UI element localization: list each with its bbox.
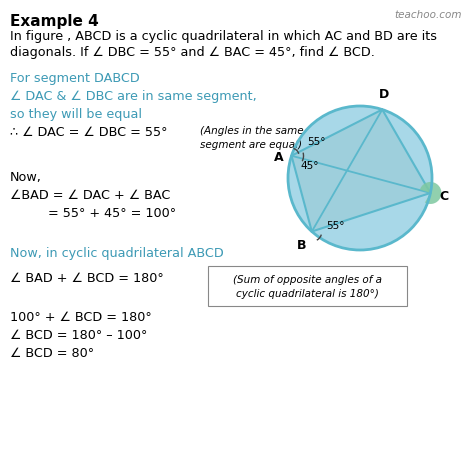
Text: ∠ BCD = 80°: ∠ BCD = 80° (10, 347, 94, 360)
Circle shape (288, 106, 432, 250)
Text: C: C (439, 191, 448, 203)
Text: Now, in cyclic quadrilateral ABCD: Now, in cyclic quadrilateral ABCD (10, 246, 224, 260)
Text: so they will be equal: so they will be equal (10, 108, 142, 121)
Text: ∠ DAC & ∠ DBC are in same segment,: ∠ DAC & ∠ DBC are in same segment, (10, 90, 257, 103)
Text: For segment DABCD: For segment DABCD (10, 72, 140, 85)
Text: 55°: 55° (326, 220, 344, 230)
Wedge shape (420, 182, 441, 204)
Text: 55°: 55° (308, 137, 326, 147)
Text: ∠BAD = ∠ DAC + ∠ BAC: ∠BAD = ∠ DAC + ∠ BAC (10, 189, 170, 202)
Text: D: D (379, 88, 389, 100)
Text: ∠ BCD = 180° – 100°: ∠ BCD = 180° – 100° (10, 329, 147, 342)
Text: (Angles in the same
segment are equal): (Angles in the same segment are equal) (200, 126, 304, 150)
Text: A: A (274, 151, 283, 164)
Text: 100° + ∠ BCD = 180°: 100° + ∠ BCD = 180° (10, 311, 152, 324)
Text: B: B (297, 238, 307, 252)
Text: In figure , ABCD is a cyclic quadrilateral in which AC and BD are its: In figure , ABCD is a cyclic quadrilater… (10, 30, 437, 43)
Text: Now,: Now, (10, 171, 42, 184)
Text: 45°: 45° (301, 161, 319, 171)
Text: diagonals. If ∠ DBC = 55° and ∠ BAC = 45°, find ∠ BCD.: diagonals. If ∠ DBC = 55° and ∠ BAC = 45… (10, 46, 375, 59)
Text: (Sum of opposite angles of a
cyclic quadrilateral is 180°): (Sum of opposite angles of a cyclic quad… (233, 275, 382, 299)
Polygon shape (292, 109, 430, 231)
FancyBboxPatch shape (208, 266, 407, 306)
Text: = 55° + 45° = 100°: = 55° + 45° = 100° (48, 207, 176, 220)
Text: ∴ ∠ DAC = ∠ DBC = 55°: ∴ ∠ DAC = ∠ DBC = 55° (10, 126, 167, 139)
Text: Example 4: Example 4 (10, 14, 99, 29)
Text: teachoo.com: teachoo.com (394, 10, 462, 20)
Text: ∠ BAD + ∠ BCD = 180°: ∠ BAD + ∠ BCD = 180° (10, 272, 164, 285)
